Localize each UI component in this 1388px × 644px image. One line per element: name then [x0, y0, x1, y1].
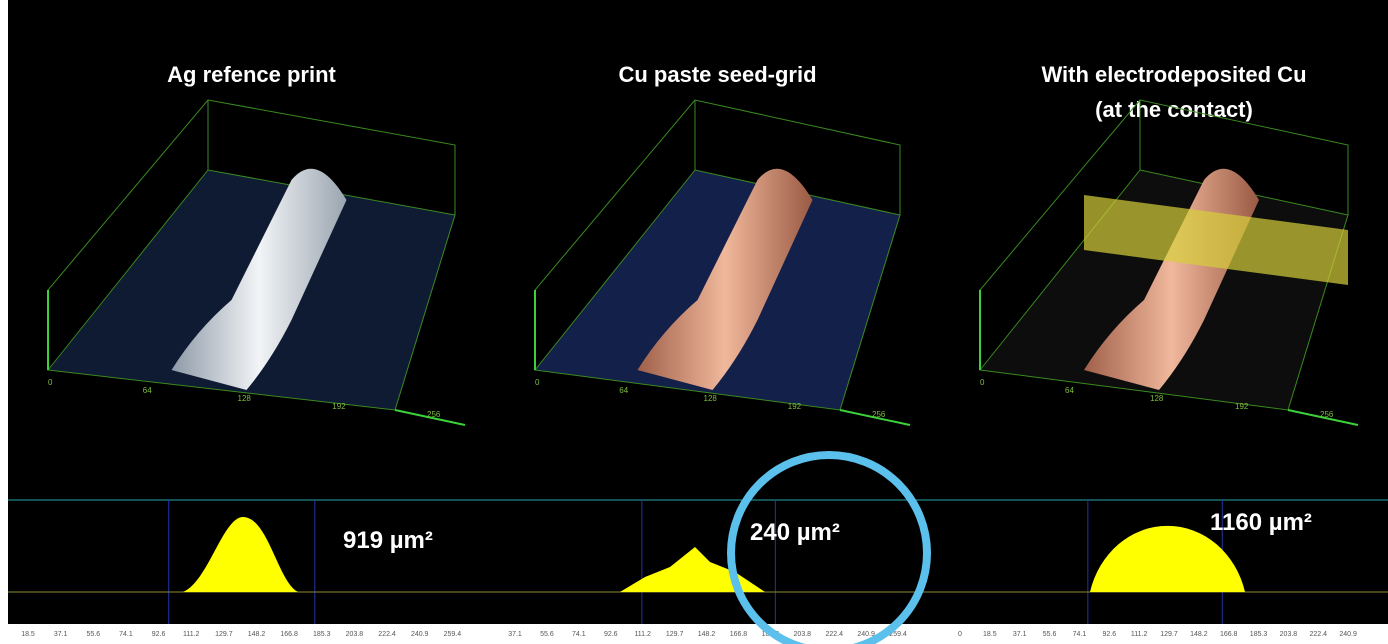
profile-tick: 0	[958, 631, 962, 638]
profile-tick: 92.6	[1102, 631, 1116, 638]
profile-tick: 55.6	[1043, 631, 1057, 638]
profile-tick: 74.1	[119, 631, 133, 638]
profile-tick: 111.2	[1131, 631, 1148, 638]
axis-label: 64	[619, 386, 628, 395]
profile-tick: 222.4	[1310, 631, 1328, 638]
profile-tick: 92.6	[152, 631, 166, 638]
axis-label: 128	[704, 394, 718, 403]
profile-tick: 129.7	[666, 631, 684, 638]
page: Ag refence print 0 64 128 192 256 919 µm² 18.5 3…	[0, 0, 1388, 644]
profile-tick: 37.1	[1013, 631, 1027, 638]
panel-title: (at the contact)	[1095, 97, 1253, 122]
profile-tick: 111.2	[634, 631, 651, 638]
profile-tick: 166.8	[730, 631, 748, 638]
axis-label: 192	[788, 402, 802, 411]
profile-tick: 222.4	[825, 631, 843, 638]
profile-tick: 203.8	[1280, 631, 1298, 638]
profile-tick: 185.3	[313, 631, 331, 638]
profile-tick: 74.1	[572, 631, 586, 638]
profile-tick: 203.8	[346, 631, 364, 638]
profile-tick: 37.1	[54, 631, 68, 638]
profile-tick: 148.2	[698, 631, 716, 638]
profile-tick: 222.4	[378, 631, 396, 638]
profile-tick: 185.3	[1250, 631, 1268, 638]
profile-tick: 240.9	[411, 631, 429, 638]
axis-label: 0	[535, 378, 540, 387]
profile-tick: 18.5	[983, 631, 997, 638]
profile-tick: 55.6	[540, 631, 554, 638]
profile-tick: 74.1	[1073, 631, 1087, 638]
axis-label: 0	[48, 378, 53, 387]
panel-title: With electrodeposited Cu	[1041, 62, 1306, 87]
axis-label: 128	[1150, 394, 1164, 403]
profile-tick: 18.5	[21, 631, 35, 638]
profile-tick: 148.2	[248, 631, 266, 638]
profile-bg	[495, 492, 940, 624]
figure: Ag refence print 0 64 128 192 256 919 µm² 18.5 3…	[0, 0, 1388, 644]
profile-tick: 37.1	[508, 631, 522, 638]
axis-label: 64	[143, 386, 152, 395]
area-label: 1160 µm²	[1210, 509, 1312, 536]
area-label: 919 µm²	[343, 527, 433, 554]
profile-tick: 259.4	[444, 631, 462, 638]
profile-tick: 111.2	[183, 631, 200, 638]
panel-title: Ag refence print	[167, 62, 336, 87]
axis-label: 192	[332, 402, 346, 411]
axis-label: 256	[427, 410, 441, 419]
profile-tick: 203.8	[794, 631, 812, 638]
profile-tick: 166.8	[1220, 631, 1238, 638]
axis-label: 256	[872, 410, 886, 419]
axis-label: 192	[1235, 402, 1249, 411]
profile-tick: 166.8	[280, 631, 298, 638]
axis-label: 256	[1320, 410, 1334, 419]
panel-title: Cu paste seed-grid	[618, 62, 816, 87]
axis-label: 64	[1065, 386, 1074, 395]
axis-label: 128	[238, 394, 252, 403]
area-label: 240 µm²	[750, 519, 840, 546]
profile-tick: 129.7	[1160, 631, 1178, 638]
profile-tick: 92.6	[604, 631, 618, 638]
profile-tick: 129.7	[215, 631, 233, 638]
profile-tick: 55.6	[86, 631, 100, 638]
profile-tick: 240.9	[1339, 631, 1357, 638]
axis-label: 0	[980, 378, 985, 387]
profile-tick: 148.2	[1190, 631, 1208, 638]
